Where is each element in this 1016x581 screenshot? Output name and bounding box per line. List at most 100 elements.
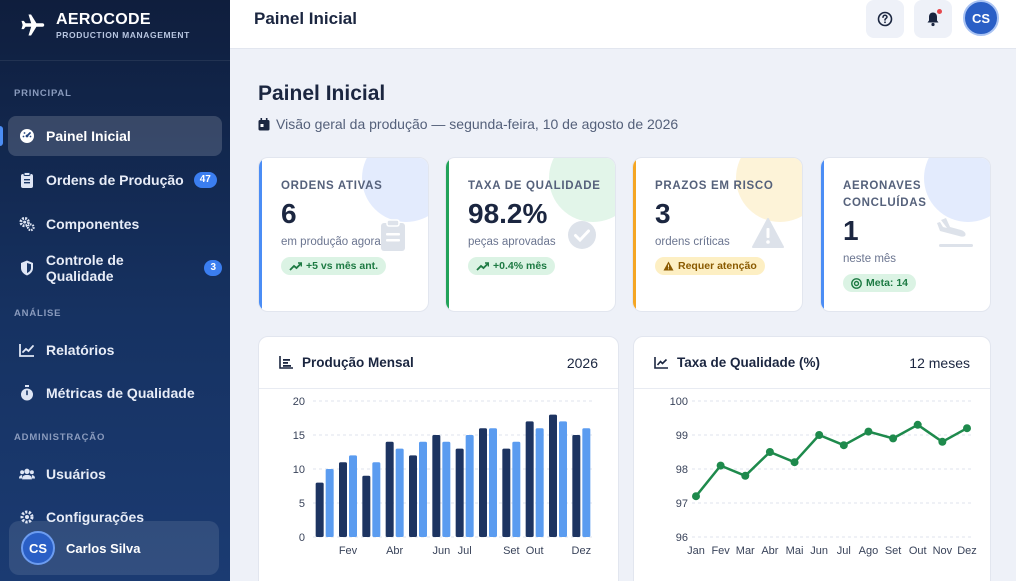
quality-chart-panel: Taxa de Qualidade (%) 12 meses 96 97 98 99 1… [633, 336, 991, 581]
x-tick-label: Jun [810, 545, 828, 557]
kpi-card-quality-rate[interactable]: TAXA DE QUALIDADE 98.2% peças aprovadas … [445, 157, 616, 312]
target-icon [851, 277, 862, 289]
bar [349, 455, 357, 537]
kpi-card-deadlines-at-risk[interactable]: PRAZOS EM RISCO 3 ordens críticas Requer… [632, 157, 803, 312]
users-icon [19, 466, 35, 482]
sidebar-item-label: Ordens de Produção [46, 172, 184, 188]
sidebar-item-reports[interactable]: Relatórios [8, 330, 222, 370]
user-card[interactable]: CS Carlos Silva [9, 521, 219, 575]
bar [549, 414, 557, 537]
bar [535, 428, 544, 537]
bar [315, 482, 324, 537]
sidebar-item-quality-metrics[interactable]: Métricas de Qualidade [8, 373, 222, 413]
x-tick-label: Out [526, 545, 544, 557]
shield-icon [19, 260, 35, 276]
clipboard-icon [381, 219, 405, 251]
kpi-value: 1 [843, 215, 859, 246]
year-label: 2026 [566, 354, 598, 371]
user-name: Carlos Silva [66, 540, 141, 556]
data-point [815, 431, 824, 439]
section-label-analise: ANÁLISE [14, 308, 62, 319]
kpi-card-active-orders[interactable]: ORDENS ATIVAS 6 em produção agora +5 vs … [258, 157, 429, 312]
x-tick-label: Mar [736, 545, 755, 557]
warning-icon [752, 218, 784, 248]
kpi-description: ordens críticas [655, 236, 730, 248]
panel-header: Produção Mensal 2026 [259, 337, 618, 389]
data-point [692, 492, 700, 501]
kpi-card-aircraft-completed[interactable]: AERONAVES CONCLUÍDAS 1 neste mês Meta: 1… [820, 157, 991, 312]
bar [409, 455, 417, 537]
subtitle-text: Visão geral da produção — segunda-feira,… [276, 116, 679, 132]
notification-dot [937, 9, 942, 14]
bar [339, 462, 347, 537]
production-chart-panel: Produção Mensal 2026 0 5 10 15 20 Fev Abr Jun Ju… [258, 336, 619, 581]
panel-header: Taxa de Qualidade (%) 12 meses [634, 337, 990, 389]
help-button[interactable] [866, 0, 904, 38]
bar [372, 462, 381, 537]
data-point [913, 420, 922, 429]
y-tick-label: 99 [676, 430, 688, 442]
kpi-description: neste mês [843, 253, 897, 265]
goal-chip: Meta: 14 [843, 274, 917, 292]
x-tick-label: Out [909, 545, 927, 557]
data-point [963, 424, 971, 433]
bar [362, 475, 371, 537]
bar [442, 441, 451, 537]
chip-text: +5 vs mês ant. [306, 260, 379, 272]
avatar[interactable]: CS [963, 0, 999, 36]
check-circle-icon [568, 221, 596, 249]
x-tick-label: Dez [957, 545, 977, 557]
x-tick-label: Abr [386, 545, 403, 557]
stopwatch-icon [19, 385, 35, 401]
bar [582, 428, 591, 537]
topbar: Painel Inicial CS [230, 0, 1016, 49]
panel-title: Taxa de Qualidade (%) [654, 355, 820, 370]
y-tick-label: 98 [676, 464, 688, 476]
x-tick-label: Dez [572, 545, 592, 557]
bar [559, 421, 567, 537]
line-chart-icon [654, 356, 668, 369]
trend-chip: +0.4% mês [468, 257, 555, 275]
series-line [695, 423, 968, 497]
notifications-button[interactable] [914, 0, 952, 38]
help-icon [877, 11, 893, 27]
sidebar-item-settings[interactable]: Configurações [8, 497, 222, 537]
airplane-icon [21, 14, 45, 36]
y-tick-label: 96 [676, 532, 688, 544]
data-point [790, 458, 799, 467]
y-tick-label: 20 [293, 396, 305, 408]
bar [489, 428, 497, 537]
kpi-label: ORDENS ATIVAS [281, 180, 383, 192]
x-tick-label: Jul [837, 545, 851, 557]
bar [525, 421, 534, 537]
x-tick-label: Fev [339, 545, 358, 557]
bar [325, 469, 334, 537]
gear-icon [19, 509, 35, 525]
sidebar-item-label: Controle de Qualidade [45, 252, 124, 284]
accent-bar [259, 158, 262, 311]
sidebar-item-dashboard[interactable]: Painel Inicial [0, 116, 222, 156]
kpi-value: 98.2% [468, 198, 548, 229]
sidebar-item-label: Painel Inicial [46, 128, 131, 144]
sidebar-item-users[interactable]: Usuários [8, 454, 222, 494]
sidebar-item-production-orders[interactable]: Ordens de Produção 47 [8, 160, 222, 200]
panel-title: Produção Mensal [279, 355, 414, 370]
kpi-value: 6 [281, 198, 297, 229]
x-tick-label: Fev [711, 545, 730, 557]
cogs-icon [19, 216, 35, 232]
kpi-value: 3 [655, 198, 671, 229]
data-point [716, 461, 725, 470]
y-tick-label: 15 [293, 430, 305, 442]
brand-title: AEROCODE [56, 10, 151, 28]
accent-bar [446, 158, 449, 311]
sidebar-item-components[interactable]: Componentes [8, 204, 222, 244]
panel-title-text: Produção Mensal [302, 355, 414, 370]
bar [572, 435, 581, 537]
bar [419, 441, 427, 537]
period-label: 12 meses [909, 354, 970, 371]
sidebar-item-quality-control[interactable]: Controle de Qualidade 3 [8, 248, 222, 288]
brand[interactable]: AEROCODE PRODUCTION MANAGEMENT [0, 0, 230, 50]
chip-text: +0.4% mês [493, 260, 547, 272]
line-chart-icon [19, 342, 35, 358]
warning-icon [663, 261, 674, 271]
